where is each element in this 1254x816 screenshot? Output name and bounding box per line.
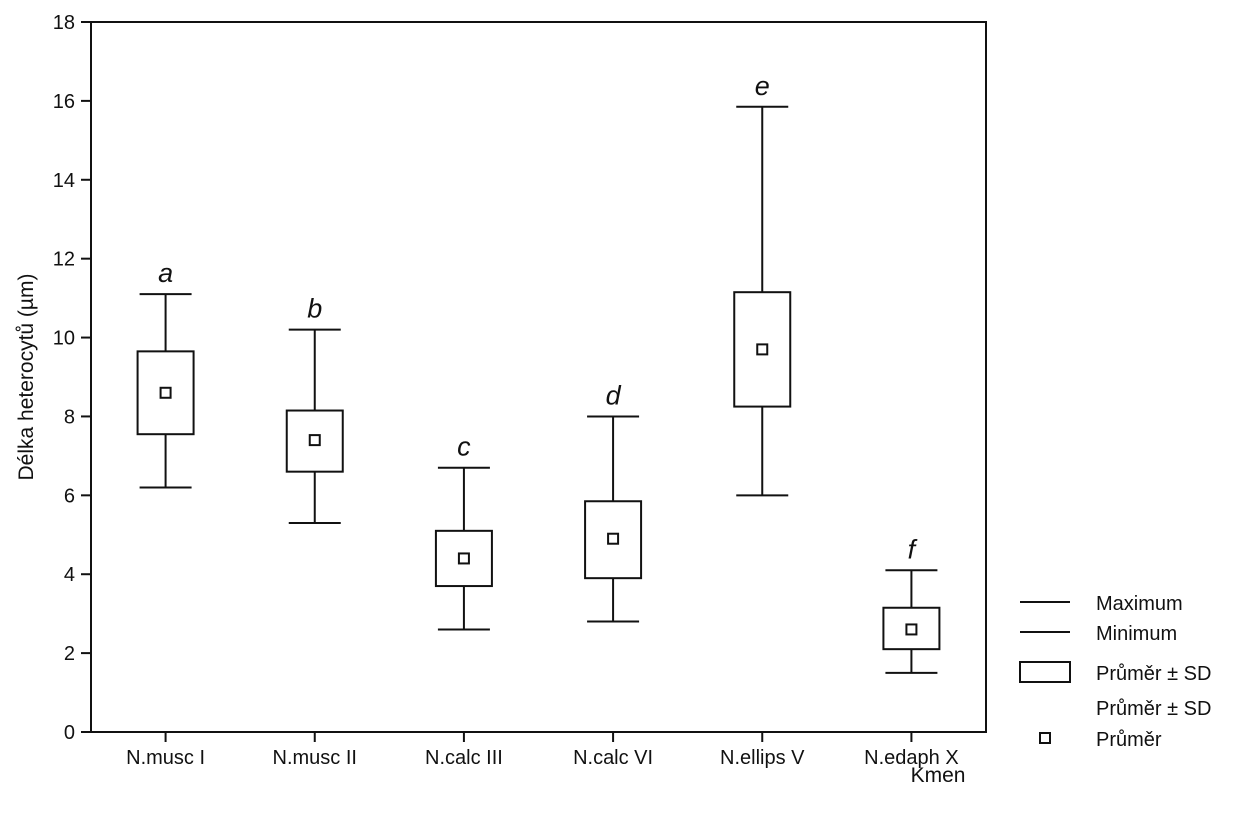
mean-marker <box>308 434 321 447</box>
x-tick-label: N.edaph X <box>864 747 959 769</box>
legend-item: Průměr <box>1039 729 1162 751</box>
legend-item: Průměr ± SD <box>1096 698 1211 720</box>
group-letter: f <box>908 534 918 564</box>
group-letter: b <box>307 294 322 324</box>
y-axis-title: Délka heterocytů (µm) <box>15 274 38 481</box>
legend-box-symbol <box>1019 661 1071 683</box>
y-tick-label: 4 <box>64 564 75 586</box>
legend-label: Průměr ± SD <box>1096 698 1211 720</box>
legend-label: Průměr <box>1096 729 1162 751</box>
y-tick-label: 8 <box>64 406 75 428</box>
mean-marker <box>159 386 172 399</box>
y-tick-label: 18 <box>53 12 75 34</box>
legend-item: Průměr ± SD <box>1019 661 1211 685</box>
legend: Maximum Minimum Průměr ± SD Průměr ± SD Prům… <box>1019 593 1211 751</box>
x-tick-label: N.musc I <box>126 747 205 769</box>
mean-marker <box>607 532 620 545</box>
legend-item: Minimum <box>1020 623 1177 645</box>
x-axis-title: Kmen <box>911 764 966 787</box>
plot-frame <box>90 21 987 733</box>
x-tick-label: N.calc III <box>425 747 503 769</box>
group-letter: d <box>606 380 622 410</box>
x-tick-label: N.musc II <box>273 747 357 769</box>
group-letter: e <box>755 71 770 101</box>
y-tick-label: 14 <box>53 170 75 192</box>
box-item: a <box>136 258 195 489</box>
box-item: b <box>285 294 344 524</box>
group-letter: c <box>457 432 471 462</box>
box-series: a b c d e f <box>136 71 941 674</box>
y-tick-label: 12 <box>53 249 75 271</box>
x-axis: N.musc I N.musc II N.calc III N.calc VI N.el… <box>126 732 959 769</box>
box-item: d <box>584 380 643 623</box>
mean-marker <box>756 343 769 356</box>
box-item: e <box>733 71 792 497</box>
group-letter: a <box>158 258 173 288</box>
box-item: f <box>882 534 941 674</box>
y-tick-label: 10 <box>53 328 75 350</box>
legend-label: Maximum <box>1096 593 1183 615</box>
y-axis: 0 2 4 6 8 10 12 14 16 18 <box>53 12 91 744</box>
x-tick-label: N.ellips V <box>720 747 805 769</box>
x-tick-label: N.calc VI <box>573 747 653 769</box>
y-tick-label: 0 <box>64 722 75 744</box>
legend-label: Průměr ± SD <box>1096 663 1211 685</box>
mean-marker <box>905 623 918 636</box>
legend-label: Minimum <box>1096 623 1177 645</box>
y-tick-label: 16 <box>53 91 75 113</box>
box-item: c <box>434 432 493 631</box>
legend-mean-symbol <box>1039 732 1051 744</box>
y-tick-label: 2 <box>64 643 75 665</box>
mean-marker <box>457 552 470 565</box>
legend-item: Maximum <box>1020 593 1183 615</box>
y-tick-label: 6 <box>64 485 75 507</box>
